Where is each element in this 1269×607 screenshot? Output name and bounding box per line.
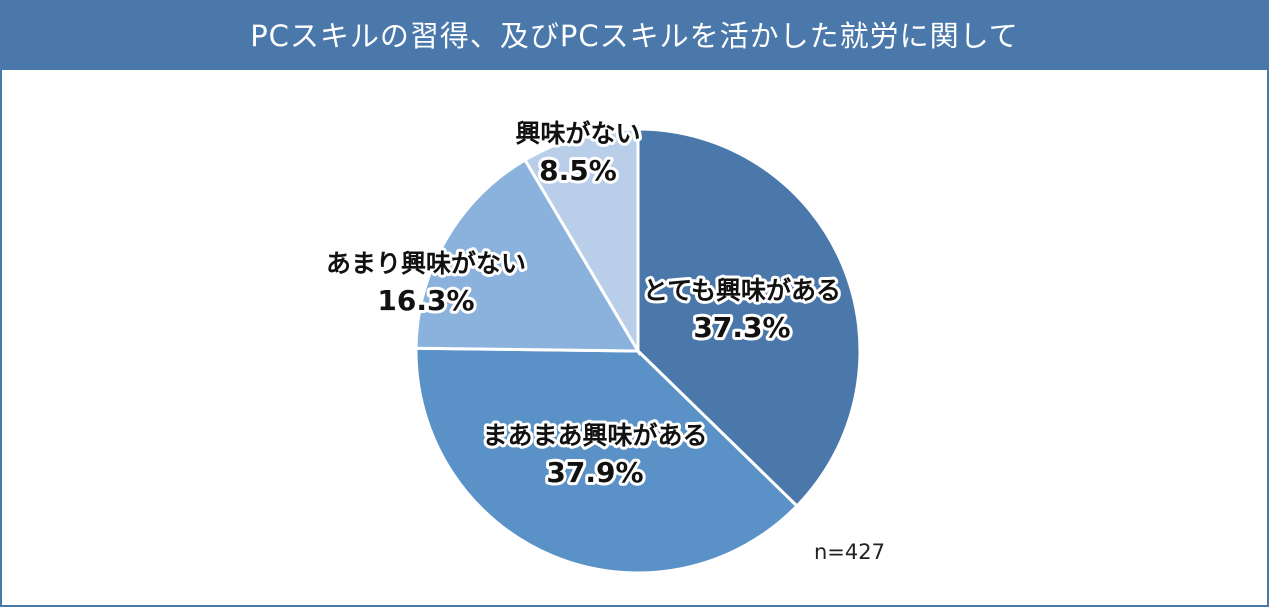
pie-slice-1	[636, 127, 862, 509]
pie-slice-2	[414, 346, 800, 575]
slice-value-3: 16.3%	[377, 284, 474, 317]
slice-label-2: まあまあ興味がある	[482, 421, 707, 450]
slice-label-4: 興味がない	[515, 119, 640, 148]
slice-label-1: とても興味がある	[643, 276, 841, 305]
sample-size-note: n=427	[814, 540, 885, 564]
slice-value-4: 8.5%	[539, 154, 617, 187]
slice-value-1: 37.3%	[693, 311, 790, 344]
slice-label-3: あまり興味がない	[326, 249, 526, 278]
slice-value-2: 37.9%	[546, 456, 643, 489]
pie-slice-4	[522, 127, 640, 357]
chart-title: PCスキルの習得、及びPCスキルを活かした就労に関して	[2, 2, 1267, 70]
pie-slice-3	[414, 157, 641, 353]
